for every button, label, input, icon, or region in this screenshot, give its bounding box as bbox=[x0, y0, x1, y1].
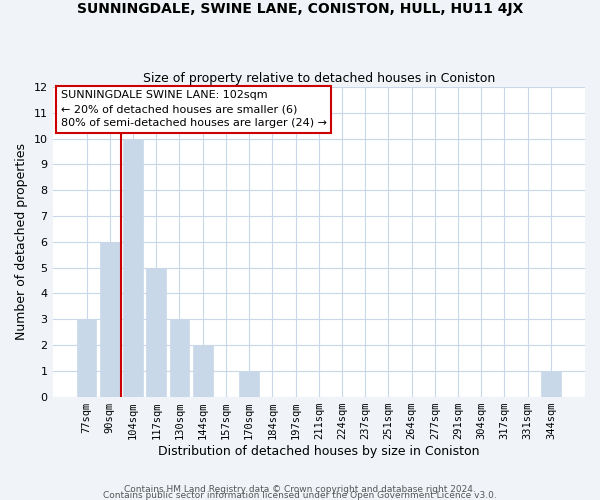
Bar bbox=[100, 242, 119, 396]
X-axis label: Distribution of detached houses by size in Coniston: Distribution of detached houses by size … bbox=[158, 444, 479, 458]
Text: Contains public sector information licensed under the Open Government Licence v3: Contains public sector information licen… bbox=[103, 490, 497, 500]
Y-axis label: Number of detached properties: Number of detached properties bbox=[15, 144, 28, 340]
Text: SUNNINGDALE SWINE LANE: 102sqm
← 20% of detached houses are smaller (6)
80% of s: SUNNINGDALE SWINE LANE: 102sqm ← 20% of … bbox=[61, 90, 326, 128]
Bar bbox=[146, 268, 166, 396]
Bar bbox=[170, 319, 190, 396]
Text: SUNNINGDALE, SWINE LANE, CONISTON, HULL, HU11 4JX: SUNNINGDALE, SWINE LANE, CONISTON, HULL,… bbox=[77, 2, 523, 16]
Title: Size of property relative to detached houses in Coniston: Size of property relative to detached ho… bbox=[143, 72, 495, 85]
Bar bbox=[123, 138, 143, 396]
Text: Contains HM Land Registry data © Crown copyright and database right 2024.: Contains HM Land Registry data © Crown c… bbox=[124, 484, 476, 494]
Bar bbox=[193, 345, 212, 397]
Bar bbox=[77, 319, 97, 396]
Bar bbox=[541, 371, 561, 396]
Bar bbox=[239, 371, 259, 396]
